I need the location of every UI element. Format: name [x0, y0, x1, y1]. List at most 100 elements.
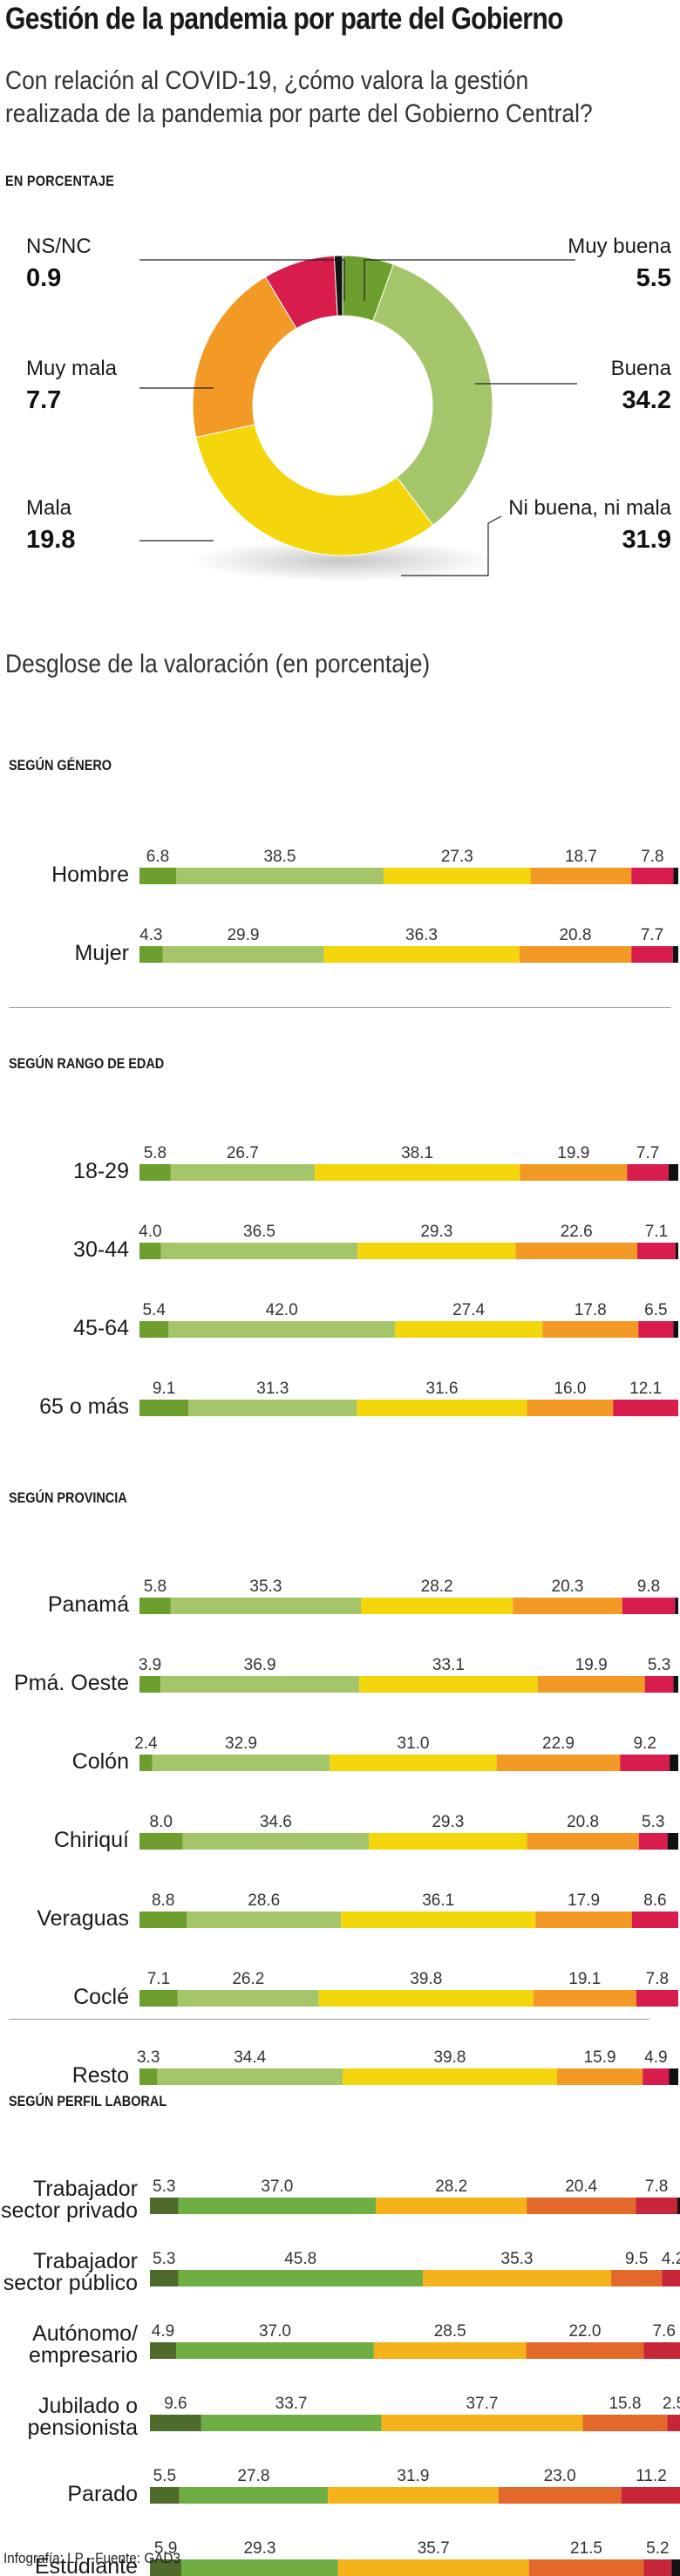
donut-label: Muy mala: [26, 357, 118, 380]
bar-segment: [318, 1990, 534, 2007]
bar-segment: [337, 2559, 529, 2576]
donut-label: Buena: [611, 357, 672, 380]
donut-value-label: 34.2: [622, 386, 671, 414]
bar-segment: [669, 2068, 678, 2085]
donut-leader-line: [139, 259, 345, 301]
bar-value-label: 28.5: [434, 2322, 466, 2341]
donut-slice-ni-buena-ni-mala: [195, 424, 434, 556]
bar-segment: [150, 2270, 179, 2286]
bar-value-label: 17.9: [568, 1891, 600, 1910]
bar-segment: [323, 946, 520, 963]
bar-value-label: 27.8: [237, 2467, 269, 2485]
bar-value-label: 33.1: [432, 1656, 465, 1674]
bar-segment: [643, 2559, 672, 2576]
bar-segment: [533, 1990, 636, 2007]
section-title: SEGÚN PERFIL LABORAL: [9, 2093, 167, 2109]
bar-value-label: 4.0: [139, 1223, 161, 1241]
section-divider: [9, 1007, 671, 1008]
bar-value-label: 15.9: [584, 2048, 616, 2067]
bar-segment: [644, 1676, 674, 1693]
bar-segment: [139, 1676, 161, 1693]
bar-value-label: 20.3: [552, 1578, 584, 1596]
bar-value-label: 37.7: [466, 2395, 498, 2413]
bar-segment: [381, 2415, 583, 2431]
bar-value-label: 7.8: [646, 1970, 669, 1988]
bar-segment: [369, 1833, 527, 1850]
bar-segment: [170, 1164, 315, 1181]
bar-value-label: 5.4: [142, 1301, 166, 1319]
bar-value-label: 7.7: [636, 1144, 659, 1162]
bar-value-label: 7.6: [652, 2322, 675, 2341]
donut-leader-line: [364, 259, 575, 301]
bar-segment: [150, 2198, 179, 2214]
bar-value-label: 27.4: [452, 1301, 485, 1319]
bar-segment: [627, 1164, 669, 1181]
row-category-label: Hombre: [51, 862, 129, 887]
donut-label: Ni buena, ni mala: [508, 496, 671, 520]
bar-segment: [643, 2342, 680, 2359]
bar-value-label: 39.8: [433, 2048, 466, 2067]
bar-segment: [139, 1321, 169, 1338]
row-category-label: Trabajador: [33, 2249, 138, 2273]
bar-value-label: 36.3: [405, 926, 438, 944]
bar-segment: [530, 868, 632, 884]
bar-segment: [662, 2270, 680, 2286]
bar-value-label: 5.8: [144, 1144, 167, 1162]
row-category-label: empresario: [29, 2343, 138, 2368]
bar-segment: [139, 1990, 178, 2007]
bar-value-label: 37.0: [261, 2177, 293, 2196]
bar-value-label: 2.4: [134, 1734, 158, 1753]
bar-value-label: 29.9: [227, 926, 259, 944]
bar-value-label: 31.9: [397, 2467, 429, 2485]
bar-segment: [150, 2559, 182, 2576]
bar-value-label: 5.3: [153, 2250, 175, 2268]
bar-value-label: 39.8: [410, 1970, 442, 1988]
bar-segment: [394, 1321, 543, 1338]
bar-value-label: 9.5: [625, 2250, 648, 2268]
donut-slice-buena: [372, 263, 493, 526]
bar-value-label: 8.6: [643, 1891, 666, 1910]
bar-value-label: 19.1: [568, 1970, 601, 1988]
bar-segment: [139, 1912, 187, 1928]
bar-segment: [139, 868, 177, 884]
bar-segment: [671, 2559, 680, 2576]
donut-value-label: 19.8: [26, 526, 75, 554]
bar-segment: [157, 2068, 343, 2085]
bar-segment: [631, 868, 674, 884]
bar-value-label: 27.3: [441, 848, 473, 866]
bar-value-label: 9.2: [633, 1734, 656, 1753]
bar-value-label: 12.1: [629, 1380, 662, 1398]
row-category-label: Resto: [72, 2063, 129, 2088]
donut-value-label: 5.5: [636, 264, 671, 292]
bar-value-label: 7.7: [641, 926, 663, 944]
bar-value-label: 15.8: [609, 2395, 641, 2413]
bar-value-label: 37.0: [259, 2322, 291, 2341]
bar-value-label: 4.2: [662, 2250, 680, 2268]
bar-value-label: 9.8: [637, 1578, 660, 1596]
row-category-label: 18-29: [73, 1159, 129, 1183]
bar-value-label: 35.3: [501, 2250, 534, 2268]
bar-value-label: 5.3: [153, 2177, 175, 2196]
row-category-label: Autónomo/: [32, 2321, 138, 2346]
row-category-label: Colón: [72, 1749, 129, 1774]
bar-segment: [341, 1912, 536, 1928]
bar-segment: [621, 2487, 680, 2504]
bar-segment: [187, 1912, 342, 1928]
bar-segment: [182, 1833, 370, 1850]
bar-value-label: 17.8: [575, 1301, 607, 1319]
bar-value-label: 26.7: [227, 1144, 259, 1162]
bar-value-label: 21.5: [570, 2539, 602, 2558]
bar-segment: [637, 1243, 676, 1259]
bar-segment: [638, 1833, 668, 1850]
section-title: SEGÚN GÉNERO: [9, 757, 112, 773]
bar-value-label: 5.3: [648, 1656, 670, 1674]
bar-segment: [178, 2270, 423, 2286]
bar-segment: [672, 946, 678, 963]
bar-segment: [139, 1400, 189, 1416]
footer-credit: Infografía: LP - Fuente: GAD3: [3, 2550, 180, 2566]
bar-segment: [328, 2487, 499, 2504]
bar-value-label: 28.2: [421, 1578, 453, 1596]
donut-label: Muy buena: [568, 235, 671, 258]
bar-segment: [342, 2068, 557, 2085]
